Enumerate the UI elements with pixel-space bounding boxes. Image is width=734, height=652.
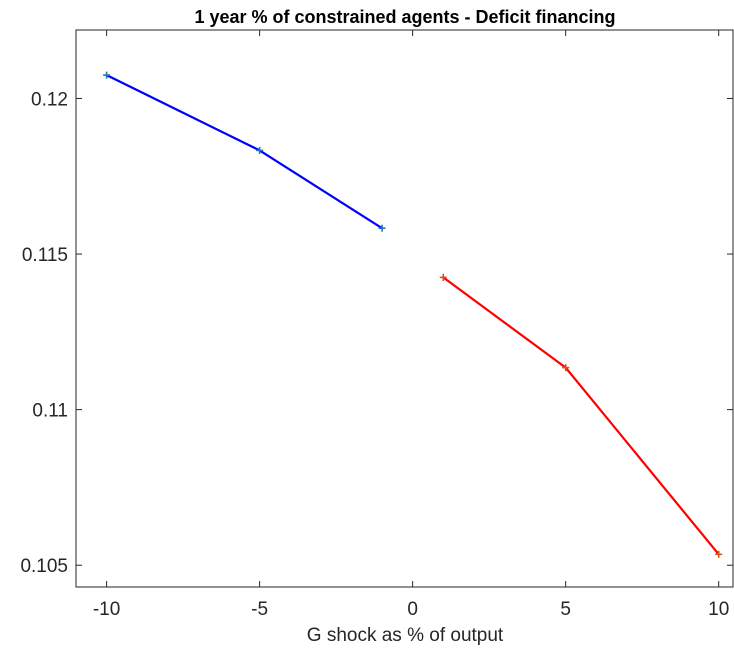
y-tick-label: 0.115 bbox=[22, 245, 68, 266]
series-layer bbox=[103, 71, 723, 558]
chart-title: 1 year % of constrained agents - Deficit… bbox=[194, 7, 615, 27]
x-tick-label: 5 bbox=[560, 599, 571, 620]
series-2-point bbox=[715, 550, 723, 558]
x-axis-label: G shock as % of output bbox=[307, 625, 504, 646]
y-tick-label: 0.11 bbox=[32, 401, 68, 422]
axis-ticks: -10 -5 0 5 10 0.105 0.11 0.115 0.12 bbox=[20, 30, 733, 620]
x-tick-label: 10 bbox=[708, 599, 729, 620]
series-2-point bbox=[562, 364, 570, 372]
series-1-point bbox=[378, 224, 386, 232]
x-tick-label: -10 bbox=[93, 599, 120, 620]
y-tick-label: 0.12 bbox=[31, 89, 68, 110]
series-2-point bbox=[439, 273, 447, 281]
plot-area bbox=[75, 29, 734, 588]
x-tick-label: 0 bbox=[407, 599, 418, 620]
series-1-point bbox=[103, 71, 111, 79]
y-tick-label: 0.105 bbox=[20, 556, 68, 577]
x-tick-label: -5 bbox=[251, 599, 268, 620]
series-1-point bbox=[256, 146, 264, 154]
